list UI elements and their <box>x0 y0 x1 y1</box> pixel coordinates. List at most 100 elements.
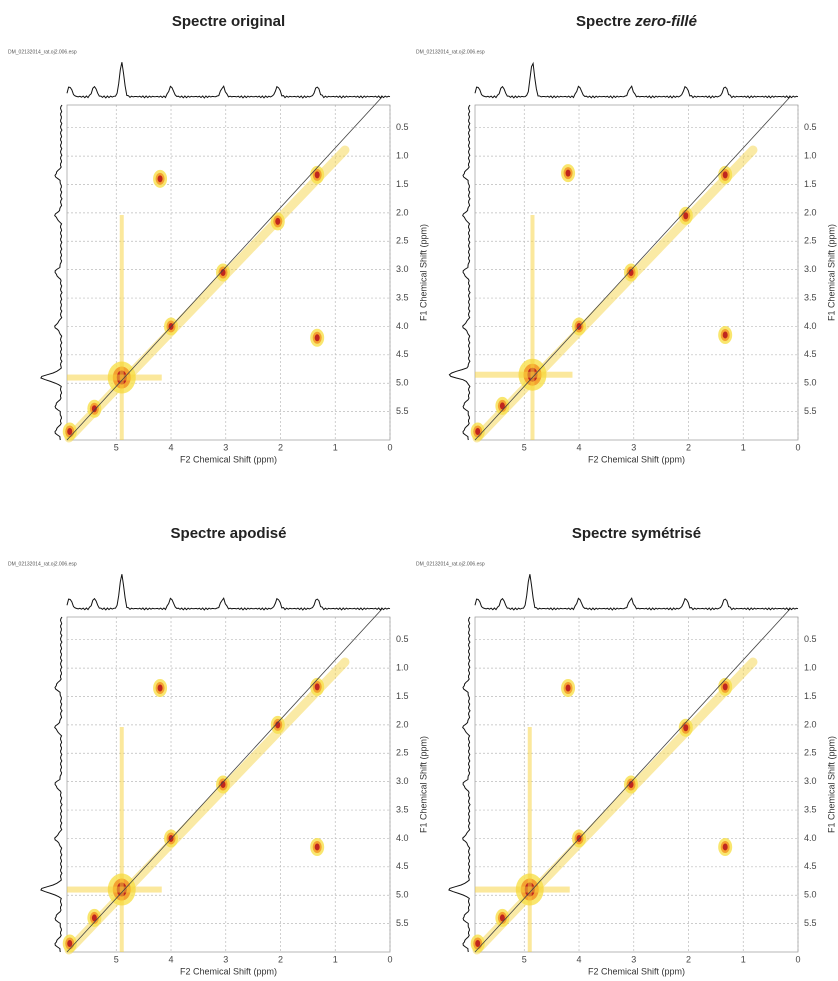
panel-title: Spectre symétrisé <box>572 525 701 542</box>
y-tick-label: 5.0 <box>804 890 817 900</box>
x-axis-label: F2 Chemical Shift (ppm) <box>588 454 685 464</box>
contour-inner <box>683 212 689 220</box>
y-tick-label: 2.0 <box>804 719 817 729</box>
diagonal-band <box>472 657 758 955</box>
contour-inner <box>683 724 689 732</box>
peak <box>495 908 510 927</box>
x-tick-label: 0 <box>387 954 392 964</box>
x-tick-label: 3 <box>631 954 636 964</box>
contour-inner <box>275 217 281 225</box>
diagonal-line <box>66 96 383 441</box>
plot-frame <box>474 616 799 953</box>
x-tick-label: 3 <box>223 442 228 452</box>
contour-inner <box>67 427 73 435</box>
panel-title: Spectre original <box>172 13 285 30</box>
diagonal-line <box>474 608 791 953</box>
peak <box>624 775 639 794</box>
peak <box>561 164 576 183</box>
y-tick-label: 3.0 <box>396 776 409 786</box>
x-tick-label: 5 <box>114 442 119 452</box>
contour-inner <box>157 175 163 183</box>
diagonal-band <box>64 657 350 955</box>
streak <box>67 374 162 381</box>
x-tick-label: 5 <box>114 954 119 964</box>
title-text: Spectre symétrisé <box>572 525 701 542</box>
y-tick-label: 5.0 <box>804 378 817 388</box>
y-tick-label: 3.5 <box>804 292 817 302</box>
contour-inner <box>475 939 481 947</box>
contour-inner <box>67 939 73 947</box>
peak <box>67 727 162 952</box>
y-tick-label: 2.5 <box>396 236 409 246</box>
y-axis-label: F1 Chemical Shift (ppm) <box>418 736 428 833</box>
y-tick-label: 5.5 <box>396 406 409 416</box>
y-tick-label: 4.5 <box>396 349 409 359</box>
x-tick-label: 2 <box>686 442 691 452</box>
contour-inner <box>220 269 226 276</box>
x-tick-label: 3 <box>631 442 636 452</box>
peak <box>87 908 102 927</box>
x-tick-label: 4 <box>577 442 582 452</box>
contour-inner <box>314 171 320 179</box>
peak <box>310 328 325 347</box>
diagonal-line <box>474 96 791 441</box>
y-tick-label: 3.5 <box>396 292 409 302</box>
panel: Spectre apodisé DM_02132014_rat.oj2.006.e… <box>8 525 428 976</box>
y-tick-label: 1.0 <box>804 150 817 160</box>
left-projection <box>40 616 63 953</box>
y-tick-label: 1.5 <box>804 179 817 189</box>
peak <box>718 165 733 184</box>
contour-inner <box>722 171 728 179</box>
peak <box>270 715 285 734</box>
diagonal-line <box>66 608 383 953</box>
y-tick-label: 2.5 <box>396 748 409 758</box>
y-tick-label: 3.5 <box>804 804 817 814</box>
streak <box>527 727 532 952</box>
file-name: DM_02132014_rat.oj2.006.esp <box>8 561 77 567</box>
x-tick-label: 2 <box>686 954 691 964</box>
peak <box>495 396 510 415</box>
title-italic: zero-fillé <box>634 13 697 30</box>
peak <box>216 263 231 282</box>
x-tick-label: 0 <box>387 442 392 452</box>
contour-inner <box>157 684 163 692</box>
contour-inner <box>722 683 728 691</box>
peak <box>87 399 102 418</box>
contour-inner <box>220 781 226 788</box>
title-text: Spectre <box>576 13 635 30</box>
y-tick-label: 4.5 <box>396 861 409 871</box>
peak <box>270 212 285 231</box>
x-tick-label: 1 <box>333 442 338 452</box>
y-tick-label: 1.5 <box>396 691 409 701</box>
y-tick-label: 1.0 <box>396 662 409 672</box>
y-tick-label: 3.0 <box>396 264 409 274</box>
x-tick-label: 4 <box>169 954 174 964</box>
peak <box>718 837 733 856</box>
y-tick-label: 0.5 <box>804 634 817 644</box>
y-tick-label: 4.5 <box>804 861 817 871</box>
x-tick-label: 2 <box>278 442 283 452</box>
contour-inner <box>314 683 320 691</box>
y-tick-label: 4.0 <box>396 833 409 843</box>
top-projection <box>474 574 799 611</box>
panel: Spectre zero-fillé DM_02132014_rat.oj2.00… <box>416 13 836 464</box>
x-axis-label: F2 Chemical Shift (ppm) <box>180 454 277 464</box>
y-tick-label: 3.5 <box>396 804 409 814</box>
y-tick-label: 1.5 <box>396 179 409 189</box>
peak <box>310 837 325 856</box>
peak <box>475 727 570 952</box>
contour-inner <box>475 427 481 435</box>
x-tick-label: 4 <box>169 442 174 452</box>
left-projection <box>448 616 471 953</box>
streak <box>475 886 570 893</box>
contour-inner <box>499 914 505 922</box>
streak <box>475 371 573 378</box>
title-text: Spectre apodisé <box>171 525 287 542</box>
y-tick-label: 1.0 <box>804 662 817 672</box>
top-projection <box>474 61 799 99</box>
peak <box>475 215 573 440</box>
contour-inner <box>722 843 728 851</box>
y-tick-label: 5.5 <box>804 406 817 416</box>
peak <box>62 934 77 953</box>
